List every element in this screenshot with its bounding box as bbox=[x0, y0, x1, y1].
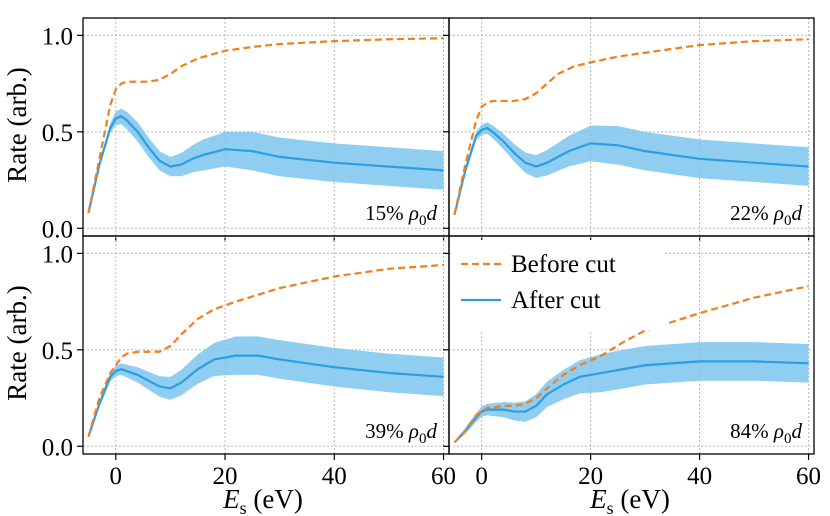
chart-panels: 0.0 0.5 1.0 15% ρ0d 22% ρ0d 0 20 40 60 0.0 0.5 1.0 3… bbox=[42, 17, 821, 490]
after-cut-band bbox=[454, 122, 809, 215]
legend: Before cut After cut bbox=[453, 240, 665, 330]
x-tick-label: 0 bbox=[475, 463, 488, 490]
panel-annotation: 15% ρ0d bbox=[365, 201, 437, 229]
ylabel-top: Rate (arb.) bbox=[2, 67, 32, 182]
y-tick-label: 0.0 bbox=[42, 216, 73, 243]
after-cut-line bbox=[87, 354, 444, 437]
legend-label: After cut bbox=[511, 287, 601, 314]
before-cut-line bbox=[87, 263, 444, 437]
x-tick-label: 60 bbox=[796, 463, 821, 490]
panel-3: 0 20 40 60 0.0 0.5 1.0 39% ρ0d bbox=[42, 235, 456, 490]
after-cut-line bbox=[453, 360, 809, 444]
before-cut-line bbox=[453, 38, 809, 216]
panel-annotation: 84% ρ0d bbox=[730, 419, 802, 447]
xlabel-left: Es (eV) bbox=[222, 484, 303, 516]
y-tick-label: 0.5 bbox=[42, 120, 73, 147]
panel-frame bbox=[448, 235, 815, 455]
ylabel-bottom: Rate (arb.) bbox=[2, 285, 32, 400]
after-cut-line bbox=[453, 126, 809, 216]
before-cut-line bbox=[87, 37, 444, 214]
panel-1: 0.0 0.5 1.0 15% ρ0d bbox=[42, 17, 450, 243]
y-tick-label: 0.0 bbox=[42, 434, 73, 461]
after-cut-band bbox=[88, 336, 444, 437]
x-tick-label: 20 bbox=[578, 463, 603, 490]
x-tick-label: 40 bbox=[322, 463, 347, 490]
x-tick-label: 20 bbox=[213, 463, 238, 490]
legend-label: Before cut bbox=[511, 251, 616, 278]
x-tick-label: 60 bbox=[431, 463, 456, 490]
y-tick-label: 1.0 bbox=[42, 23, 73, 50]
xlabel-right: Es (eV) bbox=[589, 484, 670, 516]
panel-2: 22% ρ0d bbox=[443, 17, 815, 242]
y-tick-label: 1.0 bbox=[42, 241, 73, 268]
after-cut-band bbox=[88, 108, 444, 213]
y-tick-label: 0.5 bbox=[42, 338, 73, 365]
after-cut-line bbox=[87, 115, 444, 214]
x-tick-label: 0 bbox=[110, 463, 123, 490]
panel-annotation: 39% ρ0d bbox=[365, 419, 437, 447]
panel-annotation: 22% ρ0d bbox=[730, 201, 802, 229]
legend-background bbox=[453, 240, 665, 330]
panel-4: 0 20 40 60 84% ρ0d bbox=[443, 235, 821, 490]
after-cut-band bbox=[454, 342, 809, 443]
x-tick-label: 40 bbox=[687, 463, 712, 490]
